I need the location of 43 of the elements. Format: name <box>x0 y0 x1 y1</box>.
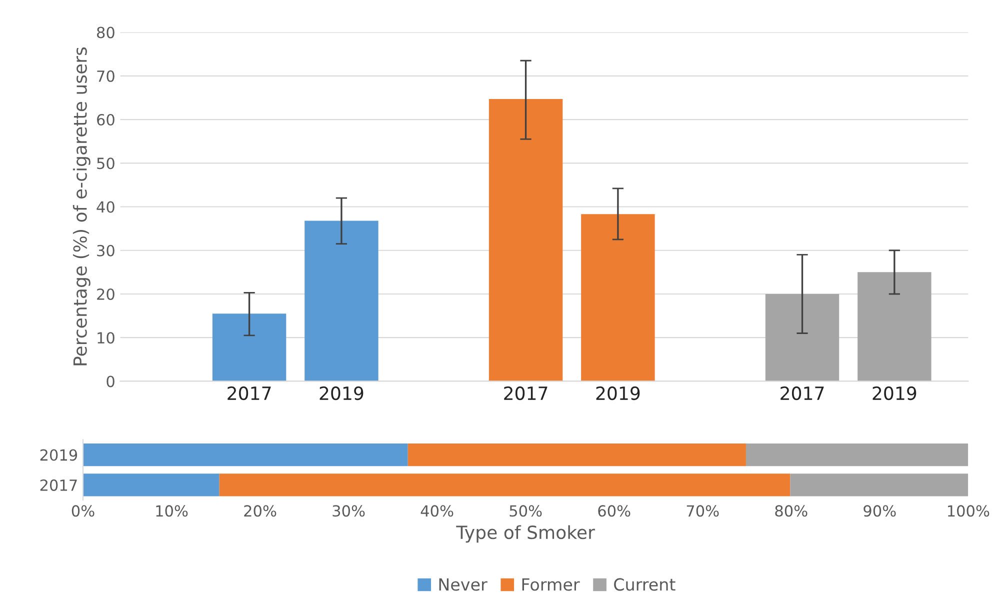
x-tick-label: 80% <box>775 505 808 517</box>
x-tick-label: 50% <box>510 505 542 517</box>
bar <box>746 443 968 466</box>
x-tick-label: 2019 <box>320 386 364 400</box>
bar <box>219 474 790 496</box>
bar <box>488 99 563 382</box>
x-tick-label: 70% <box>686 505 719 517</box>
x-axis-title: Type of Smoker <box>456 525 595 543</box>
x-tick-label: 100% <box>948 505 990 517</box>
x-tick-label: 0% <box>72 505 94 517</box>
y-tick-label: 60 <box>97 114 114 126</box>
bar <box>581 214 655 382</box>
x-tick-label: 2017 <box>228 386 271 400</box>
y-tick-label: 20 <box>97 288 114 300</box>
bar <box>212 314 286 382</box>
legend-label: Current <box>614 578 676 591</box>
x-tick-label: 10% <box>156 505 188 517</box>
x-tick-label: 2019 <box>872 386 916 400</box>
bar <box>83 443 408 466</box>
x-tick-label: 2019 <box>596 386 640 400</box>
x-tick-label: 30% <box>332 505 365 517</box>
legend-label: Never <box>439 578 488 591</box>
y-tick-label: 0 <box>106 376 114 388</box>
x-tick-label: 2017 <box>780 386 824 400</box>
y-tick-label: 30 <box>97 244 114 256</box>
y-tick-label: 50 <box>97 158 114 170</box>
y-tick-label: 10 <box>98 332 114 344</box>
bar <box>858 272 932 382</box>
bar <box>765 294 840 382</box>
bar <box>790 474 968 496</box>
y-tick-label: 80 <box>97 26 114 38</box>
bar <box>408 443 746 466</box>
bar <box>304 220 378 382</box>
x-tick-label: 2017 <box>504 386 548 400</box>
x-tick-label: 20% <box>244 505 276 517</box>
x-tick-label: 40% <box>420 505 454 517</box>
bar <box>83 474 220 496</box>
legend-label: Former <box>522 578 580 591</box>
y-tick-label: 40 <box>96 201 114 213</box>
y-tick-label: 70 <box>97 70 114 82</box>
y-axis-title: Percentage (%) of e-cigarette users <box>72 47 90 366</box>
x-tick-label: 90% <box>864 505 896 517</box>
x-tick-label: 60% <box>598 505 630 517</box>
